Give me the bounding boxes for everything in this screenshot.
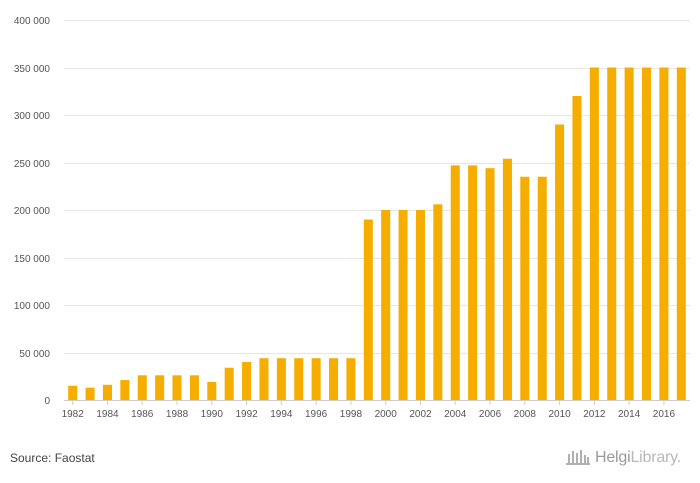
library-building-icon xyxy=(565,447,591,470)
y-tick-label: 250 000 xyxy=(14,159,51,170)
y-tick-label: 50 000 xyxy=(19,349,50,360)
gridlines xyxy=(64,20,690,401)
bar[interactable] xyxy=(502,158,512,400)
bar[interactable] xyxy=(642,67,652,401)
bar[interactable] xyxy=(242,362,252,400)
bar[interactable] xyxy=(68,385,78,400)
bar[interactable] xyxy=(415,210,425,400)
bar[interactable] xyxy=(659,67,669,401)
bar[interactable] xyxy=(311,358,321,400)
y-tick-label: 150 000 xyxy=(14,254,51,265)
helgi-library-logo[interactable]: HelgiLibrary. xyxy=(565,447,681,469)
y-tick-label: 0 xyxy=(44,396,50,407)
bar[interactable] xyxy=(189,375,199,400)
bar[interactable] xyxy=(172,375,182,400)
bar[interactable] xyxy=(381,210,391,400)
bar[interactable] xyxy=(485,168,495,400)
y-tick-label: 300 000 xyxy=(14,111,51,122)
y-tick-label: 400 000 xyxy=(14,16,51,27)
source-label: Source: Faostat xyxy=(10,451,95,465)
bar[interactable] xyxy=(589,67,599,401)
x-tick-label: 2004 xyxy=(444,409,467,420)
x-tick-label: 1992 xyxy=(235,409,258,420)
x-tick-label: 2002 xyxy=(409,409,432,420)
x-tick-label: 2000 xyxy=(375,409,398,420)
bars xyxy=(68,67,686,401)
bar[interactable] xyxy=(207,381,217,400)
x-tick-label: 1996 xyxy=(305,409,328,420)
bar[interactable] xyxy=(276,358,286,400)
x-tick-label: 1984 xyxy=(96,409,119,420)
x-tick-label: 2006 xyxy=(479,409,502,420)
x-tick-label: 1986 xyxy=(131,409,154,420)
x-tick-label: 2016 xyxy=(653,409,676,420)
bar[interactable] xyxy=(329,358,339,400)
bar[interactable] xyxy=(398,210,408,400)
x-tick-label: 1990 xyxy=(201,409,224,420)
bar[interactable] xyxy=(520,176,530,400)
bar[interactable] xyxy=(85,387,95,400)
bar[interactable] xyxy=(607,67,617,401)
bar[interactable] xyxy=(224,367,234,400)
y-tick-label: 200 000 xyxy=(14,206,51,217)
x-tick-label: 1998 xyxy=(340,409,363,420)
bar[interactable] xyxy=(537,176,547,400)
x-tick-label: 2012 xyxy=(583,409,606,420)
x-tick-label: 2014 xyxy=(618,409,641,420)
bar[interactable] xyxy=(120,380,130,400)
x-axis-ticks: 1982 1984 1986 1988 1990 1992 1994 1996 1998 2000… xyxy=(62,400,676,420)
x-tick-label: 2008 xyxy=(514,409,537,420)
x-tick-label: 1994 xyxy=(270,409,293,420)
bar[interactable] xyxy=(676,67,686,401)
bar[interactable] xyxy=(555,124,565,401)
bar[interactable] xyxy=(572,96,582,400)
x-tick-label: 1982 xyxy=(62,409,85,420)
bar[interactable] xyxy=(468,165,478,400)
bar[interactable] xyxy=(346,358,356,400)
y-tick-label: 100 000 xyxy=(14,301,51,312)
bar[interactable] xyxy=(433,204,443,400)
bar[interactable] xyxy=(155,375,165,400)
y-axis-ticks: 0 50 000 100 000 150 000 200 000 250 000 300 0… xyxy=(14,16,51,407)
bar[interactable] xyxy=(294,358,304,400)
brand-name: HelgiLibrary. xyxy=(595,449,682,466)
bar[interactable] xyxy=(137,375,147,400)
bar[interactable] xyxy=(259,358,269,400)
x-tick-label: 2010 xyxy=(548,409,571,420)
bar[interactable] xyxy=(363,219,373,401)
x-tick-label: 1988 xyxy=(166,409,189,420)
bar[interactable] xyxy=(624,67,634,401)
bar[interactable] xyxy=(450,165,460,400)
y-tick-label: 350 000 xyxy=(14,64,51,75)
bar[interactable] xyxy=(102,384,112,400)
